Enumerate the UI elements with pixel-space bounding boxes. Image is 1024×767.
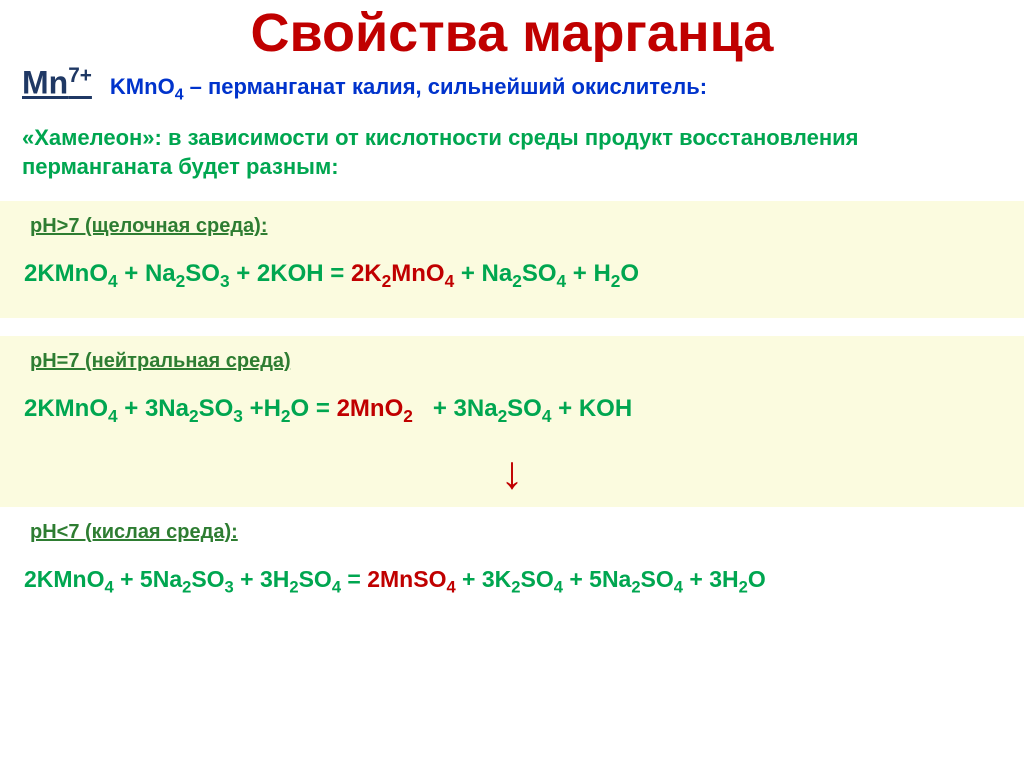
neutral-section: pH=7 (нейтральная среда) 2KMnO4 + 3Na2SO… — [0, 336, 1024, 507]
chameleon-block: «Хамелеон»: в зависимости от кислотности… — [0, 104, 1024, 201]
eq1-left: 2KMnO4 + Na2SO3 + 2KOH = — [24, 260, 351, 287]
ph-neutral-header: pH=7 (нейтральная среда) — [0, 336, 1024, 389]
eq2-right: + 3Na2SO4 + KOH — [413, 395, 632, 422]
equation-acid: 2KMnO4 + 5Na2SO3 + 3H2SO4 = 2MnSO4 + 3K2… — [0, 560, 1024, 614]
equation-neutral: 2KMnO4 + 3Na2SO3 +H2O = 2MnO2 + 3Na2SO4 … — [0, 389, 1024, 443]
gap1 — [0, 318, 1024, 336]
arrow-wrap: ↓ — [0, 443, 1024, 501]
mn-sup: 7+ — [68, 64, 92, 87]
eq1-product: 2K2MnO4 — [351, 260, 454, 287]
ph-alkaline-header: pH>7 (щелочная среда): — [0, 201, 1024, 254]
eq3-product: 2MnSO4 — [367, 566, 455, 592]
eq2-product: 2MnO2 — [337, 395, 413, 422]
chameleon-line2: перманганата будет разным: — [22, 153, 1002, 182]
subtitle-row: Mn7+ KMnO4 – перманганат калия, сильнейш… — [0, 64, 1024, 104]
kmno4-description: KMnO4 – перманганат калия, сильнейший ок… — [110, 74, 707, 104]
eq3-left: 2KMnO4 + 5Na2SO3 + 3H2SO4 = — [24, 566, 367, 592]
mn-text: Mn — [22, 65, 68, 101]
mn-ion-label: Mn7+ — [22, 64, 92, 102]
chameleon-line1: «Хамелеон»: в зависимости от кислотности… — [22, 124, 1002, 153]
page-title: Свойства марганца — [0, 0, 1024, 64]
eq3-right: + 3K2SO4 + 5Na2SO4 + 3H2O — [456, 566, 766, 592]
ph-acid-header: pH<7 (кислая среда): — [0, 507, 1024, 560]
equation-alkaline: 2KMnO4 + Na2SO3 + 2KOH = 2K2MnO4 + Na2SO… — [0, 254, 1024, 308]
eq2-left: 2KMnO4 + 3Na2SO3 +H2O = — [24, 395, 337, 422]
down-arrow-icon: ↓ — [501, 449, 524, 495]
eq1-right: + Na2SO4 + H2O — [454, 260, 639, 287]
acid-section: pH<7 (кислая среда): 2KMnO4 + 5Na2SO3 + … — [0, 507, 1024, 614]
alkaline-section: pH>7 (щелочная среда): 2KMnO4 + Na2SO3 +… — [0, 201, 1024, 318]
